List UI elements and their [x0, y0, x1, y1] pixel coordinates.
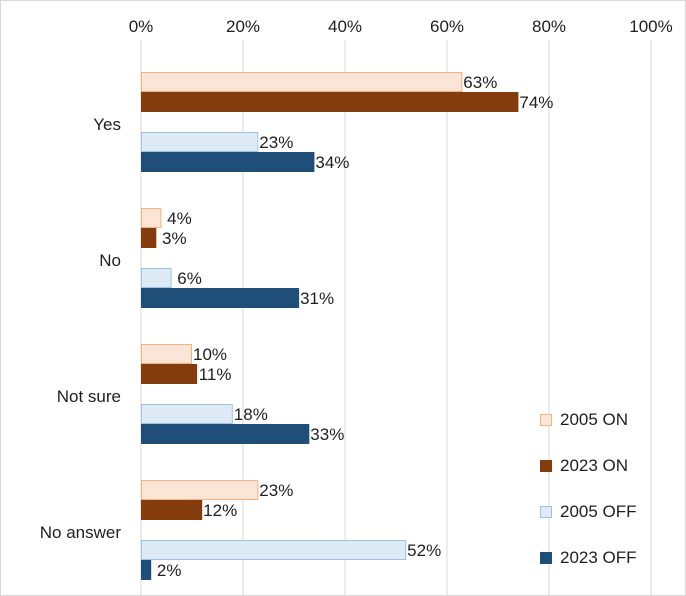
legend-label: 2023 OFF — [560, 548, 637, 567]
data-label: 4% — [167, 209, 192, 228]
bar — [141, 72, 463, 92]
data-labels: 63% 74% 23% 34% 4%3% 6% 31% 10%11% 18% 33% 23% 12% 5… — [157, 73, 554, 580]
bar — [141, 228, 157, 248]
data-label: 23% — [259, 133, 293, 152]
bar — [141, 560, 152, 580]
legend-label: 2005 OFF — [560, 502, 637, 521]
data-label: 3% — [162, 229, 187, 248]
bars — [141, 72, 519, 580]
category-label: Not sure — [57, 387, 121, 406]
data-label: 52% — [407, 541, 441, 560]
data-label: 23% — [259, 481, 293, 500]
bar — [141, 404, 233, 424]
data-label: 18% — [234, 405, 268, 424]
legend-item: 2005 ON — [540, 410, 680, 430]
legend-swatch — [540, 460, 552, 472]
bar — [141, 424, 310, 444]
x-tick-label: 80% — [532, 17, 566, 36]
data-label: 74% — [519, 93, 553, 112]
x-tick-label: 40% — [328, 17, 362, 36]
bar — [141, 364, 198, 384]
x-tick-label: 60% — [430, 17, 464, 36]
x-axis-ticks: 0% 20% 40% 60% 80% 100% — [129, 17, 673, 36]
data-label: 34% — [315, 153, 349, 172]
bar — [141, 540, 407, 560]
legend-label: 2023 ON — [560, 456, 629, 475]
data-label: 10% — [193, 345, 227, 364]
category-label: No — [99, 251, 121, 270]
bar — [141, 480, 259, 500]
category-label: No answer — [40, 523, 122, 542]
bar — [141, 152, 315, 172]
bar — [141, 344, 192, 364]
category-labels: Yes No Not sure No answer — [40, 115, 122, 542]
legend: 2005 ON 2023 ON 2005 OFF 2023 OFF — [540, 410, 680, 594]
bar — [141, 268, 172, 288]
x-tick-label: 20% — [226, 17, 260, 36]
data-label: 12% — [203, 501, 237, 520]
bar — [141, 208, 162, 228]
category-label: Yes — [93, 115, 121, 134]
x-tick-label: 100% — [629, 17, 672, 36]
bar — [141, 288, 300, 308]
data-label: 31% — [300, 289, 334, 308]
legend-swatch — [540, 506, 552, 518]
data-label: 11% — [199, 365, 232, 384]
bar — [141, 92, 519, 112]
bar — [141, 132, 259, 152]
bar — [141, 500, 203, 520]
data-label: 33% — [310, 425, 344, 444]
legend-item: 2023 ON — [540, 456, 680, 476]
data-label: 2% — [157, 561, 182, 580]
legend-item: 2005 OFF — [540, 502, 680, 522]
legend-swatch — [540, 552, 552, 564]
x-tick-label: 0% — [129, 17, 154, 36]
legend-label: 2005 ON — [560, 410, 629, 429]
data-label: 6% — [177, 269, 202, 288]
legend-swatch — [540, 414, 552, 426]
data-label: 63% — [463, 73, 497, 92]
legend-item: 2023 OFF — [540, 548, 680, 568]
